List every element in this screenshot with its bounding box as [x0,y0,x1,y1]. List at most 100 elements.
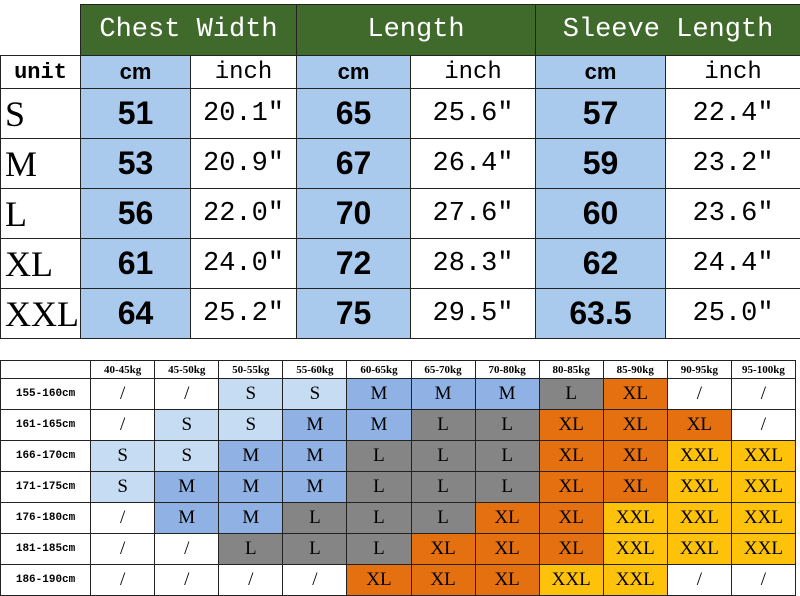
size-cell: XL [411,565,475,596]
measure-cell: 25.6" [411,89,536,139]
size-cell: M [219,472,283,503]
size-cell: M [411,379,475,410]
size-cell: L [475,472,539,503]
weight-header: 55-60kg [283,361,347,379]
measure-cell: 28.3" [411,239,536,289]
weight-header: 65-70kg [411,361,475,379]
size-cell: L [539,379,603,410]
measure-cell: 56 [81,189,191,239]
group-header: Chest Width [81,5,297,56]
size-cell: XL [539,503,603,534]
size-cell: L [411,441,475,472]
size-cell: / [731,410,795,441]
size-cell: M [219,503,283,534]
size-cell: XL [603,379,667,410]
weight-header: 60-65kg [347,361,411,379]
height-label: 166-170cm [1,441,91,472]
size-cell: / [667,565,731,596]
measure-cell: 63.5 [536,289,666,339]
size-cell: S [155,441,219,472]
weight-header: 40-45kg [91,361,155,379]
size-cell: / [91,534,155,565]
size-cell: M [283,472,347,503]
size-cell: S [91,472,155,503]
size-cell: L [219,534,283,565]
measure-cell: 20.1" [191,89,297,139]
size-cell: / [91,410,155,441]
size-cell: M [155,472,219,503]
size-cell: / [155,379,219,410]
measure-cell: 51 [81,89,191,139]
unit-header: inch [191,56,297,89]
measure-cell: 24.0" [191,239,297,289]
corner-cell [1,361,91,379]
size-cell: XL [539,410,603,441]
size-cell: XL [539,472,603,503]
size-cell: XL [475,565,539,596]
size-cell: XXL [603,503,667,534]
size-cell: XXL [667,534,731,565]
size-cell: XL [475,503,539,534]
size-cell: L [475,410,539,441]
measure-cell: 25.0" [666,289,800,339]
size-cell: S [155,410,219,441]
size-cell: S [91,441,155,472]
size-cell: XXL [667,441,731,472]
measure-cell: 67 [297,139,411,189]
measure-cell: 60 [536,189,666,239]
size-cell: / [667,379,731,410]
weight-header: 85-90kg [603,361,667,379]
unit-label: unit [1,56,81,89]
size-cell: / [283,565,347,596]
measure-cell: 75 [297,289,411,339]
measure-cell: 62 [536,239,666,289]
size-cell: XXL [539,565,603,596]
size-cell: / [91,565,155,596]
measure-cell: 65 [297,89,411,139]
measure-cell: 26.4" [411,139,536,189]
size-cell: XXL [731,534,795,565]
corner-cell [1,5,81,56]
size-cell: XXL [667,472,731,503]
unit-header: cm [297,56,411,89]
measure-cell: 23.2" [666,139,800,189]
size-cell: XXL [731,472,795,503]
group-header: Length [297,5,536,56]
size-cell: L [475,441,539,472]
size-cell: / [155,565,219,596]
height-label: 176-180cm [1,503,91,534]
size-cell: M [475,379,539,410]
size-label: XL [1,239,81,289]
group-header: Sleeve Length [536,5,800,56]
measure-cell: 27.6" [411,189,536,239]
measure-cell: 29.5" [411,289,536,339]
measure-cell: 72 [297,239,411,289]
measure-cell: 22.4" [666,89,800,139]
height-label: 181-185cm [1,534,91,565]
measure-cell: 24.4" [666,239,800,289]
size-cell: XL [603,472,667,503]
size-cell: XL [603,441,667,472]
height-label: 186-190cm [1,565,91,596]
size-cell: L [347,503,411,534]
size-cell: M [347,379,411,410]
size-cell: XL [603,410,667,441]
size-cell: / [91,379,155,410]
measure-cell: 59 [536,139,666,189]
size-label: S [1,89,81,139]
size-cell: L [283,503,347,534]
size-cell: XL [475,534,539,565]
